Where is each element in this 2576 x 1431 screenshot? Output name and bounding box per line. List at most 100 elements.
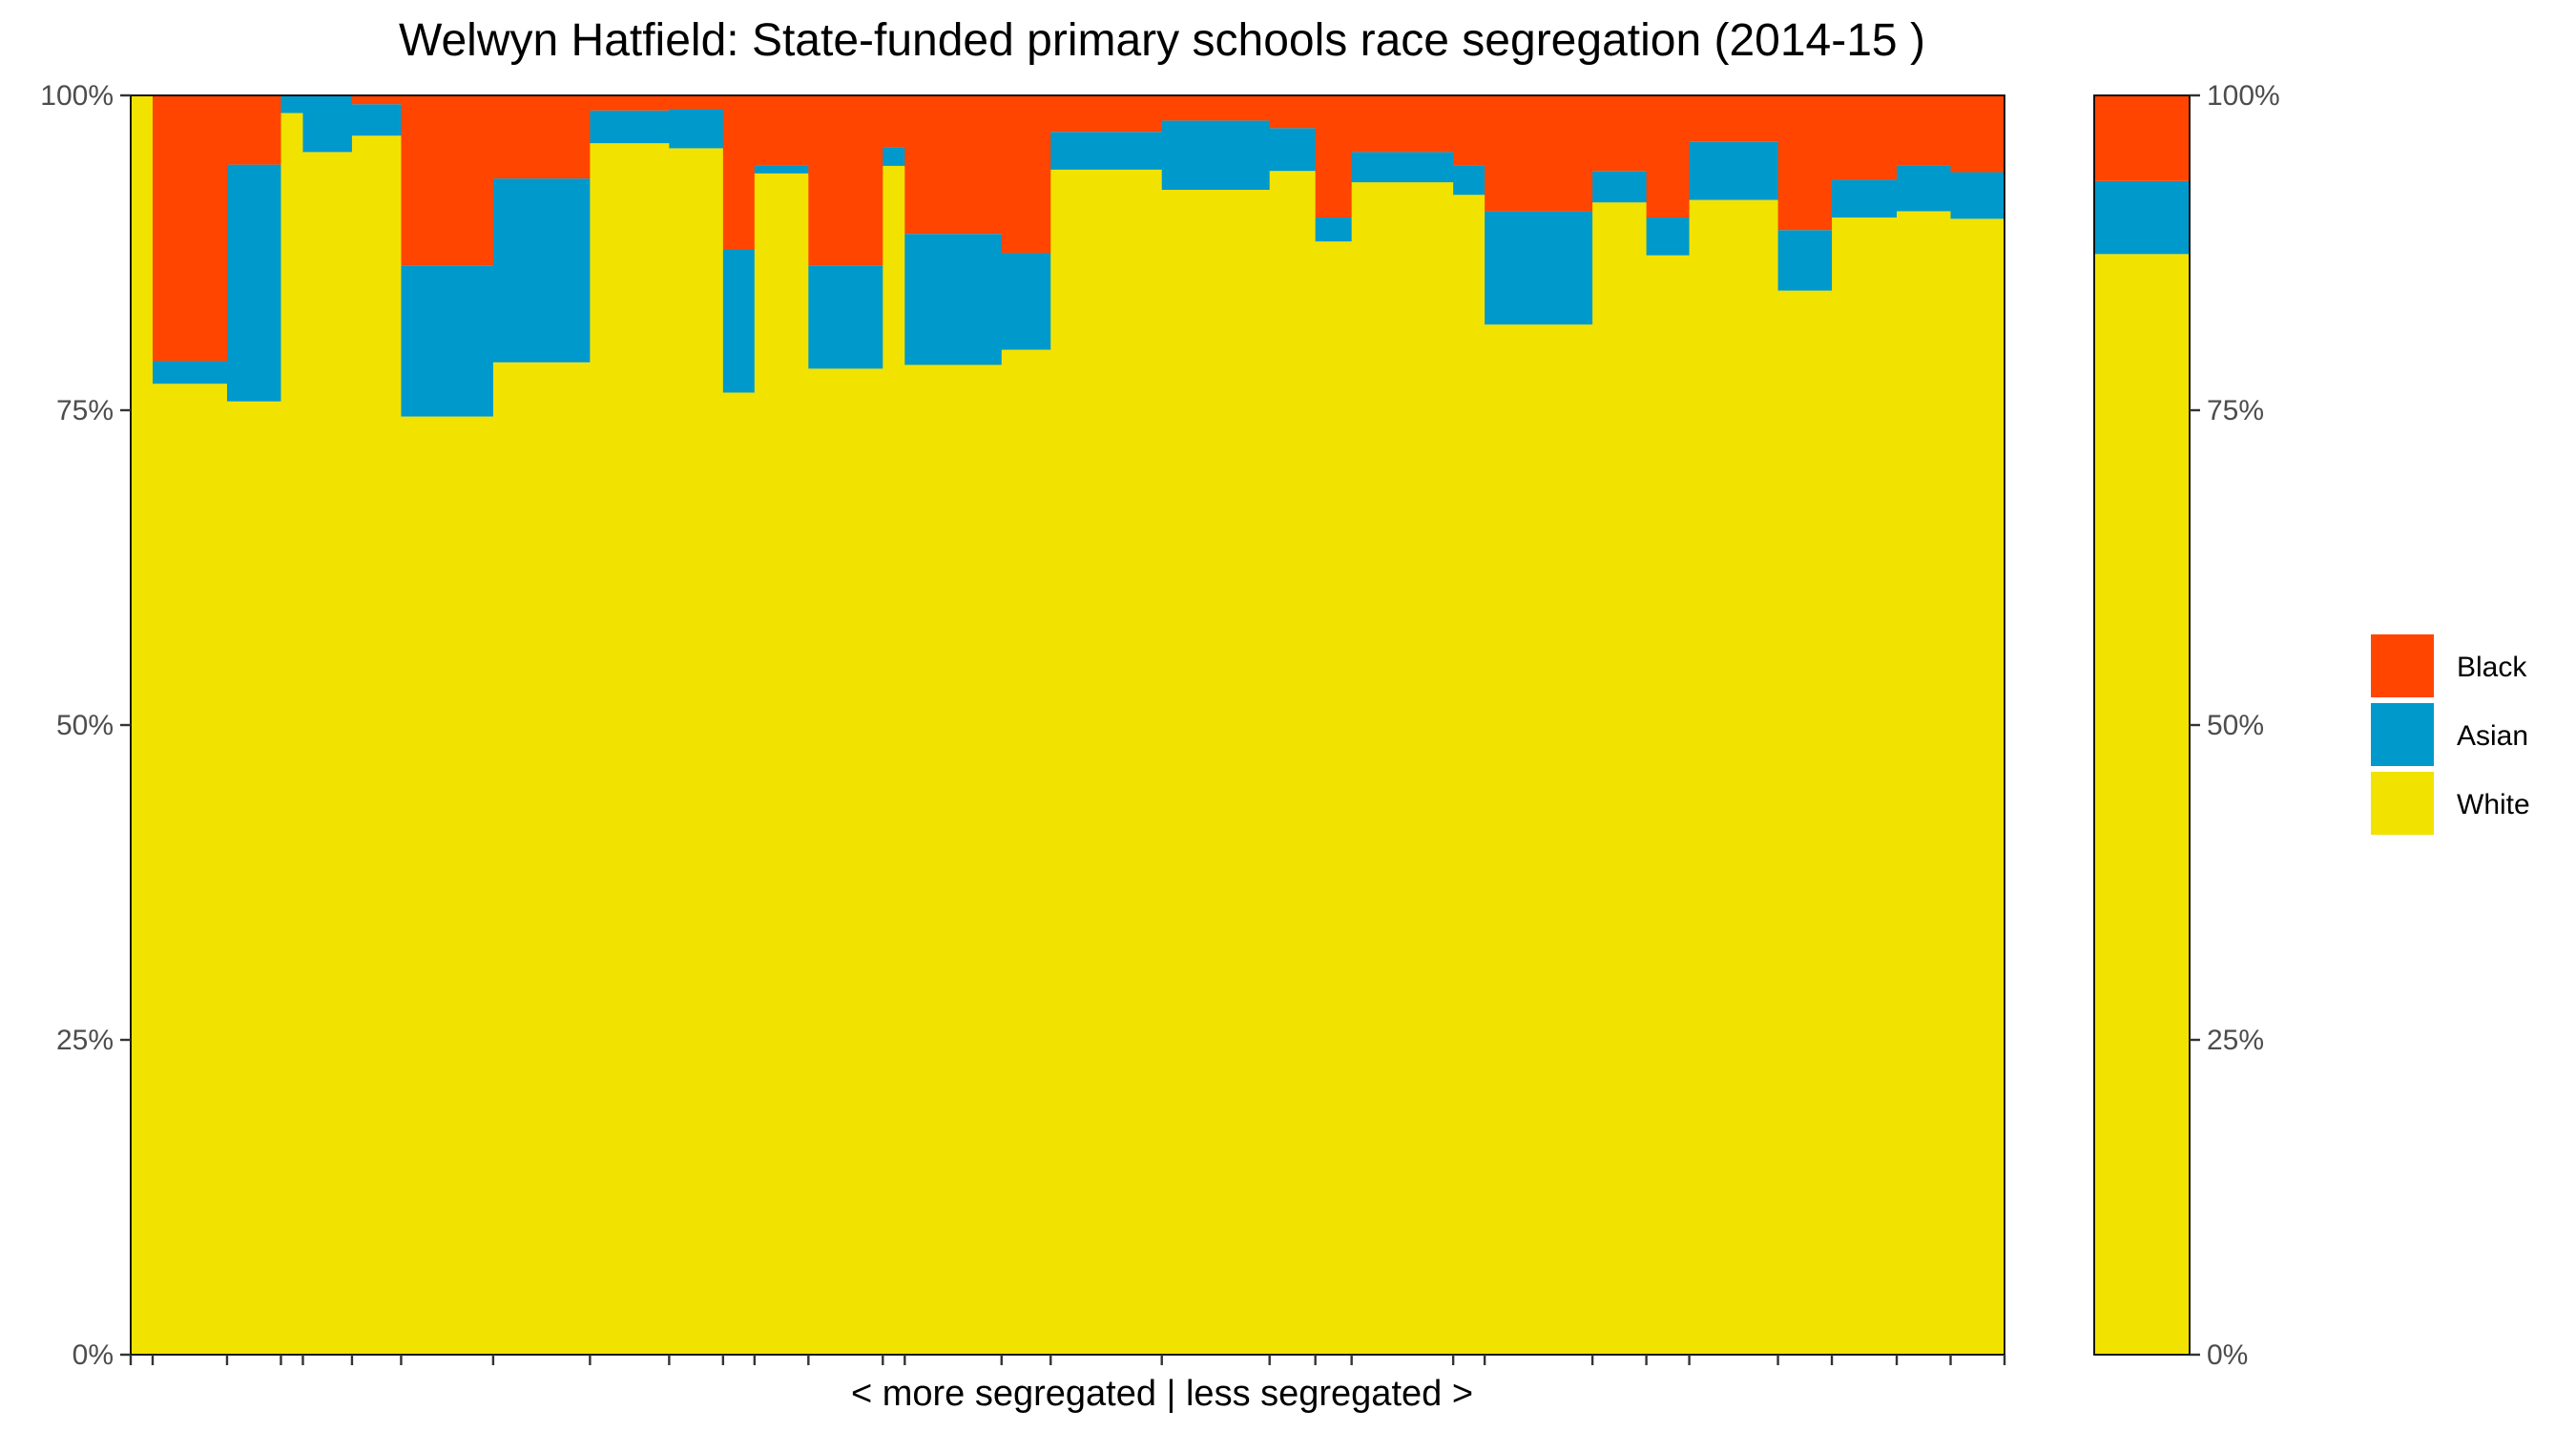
bar-segment-black-school-24 <box>1592 95 1647 172</box>
legend-label-black: Black <box>2457 652 2527 683</box>
bar-segment-asian-school-24 <box>1592 171 1647 203</box>
bar-segment-white-school-20 <box>1315 241 1353 1355</box>
bar-segment-white-school-3 <box>226 401 281 1355</box>
bar-segment-asian-school-25 <box>1646 218 1690 256</box>
bar-segment-asian-school-20 <box>1315 218 1353 242</box>
bar-segment-asian-school-17 <box>1050 132 1163 170</box>
bar-segment-white-school-25 <box>1646 255 1690 1355</box>
bar-segment-white-school-6 <box>351 135 402 1356</box>
bar-segment-black-school-18 <box>1161 95 1271 121</box>
bar-segment-asian-school-5 <box>302 95 353 153</box>
bar-segment-black-school-21 <box>1351 95 1454 153</box>
y-tick-label-left-0: 0% <box>73 1339 114 1371</box>
bar-segment-asian-school-4 <box>280 95 303 114</box>
bar-segment-white-school-9 <box>590 143 670 1355</box>
bar-segment-black-school-22 <box>1453 95 1485 166</box>
bar-segment-asian-school-14 <box>883 147 905 166</box>
bar-segment-white-school-11 <box>722 392 756 1355</box>
bar-segment-white-school-5 <box>302 152 353 1355</box>
bar-segment-white-school-23 <box>1485 324 1593 1355</box>
bar-segment-black-school-27 <box>1777 95 1833 231</box>
y-tick-label-right-50: 50% <box>2207 710 2264 741</box>
overall-segment-black <box>2094 95 2190 181</box>
bar-segment-asian-school-23 <box>1485 211 1593 325</box>
bar-segment-black-school-15 <box>904 95 1003 235</box>
bar-segment-black-school-13 <box>808 95 883 266</box>
bar-segment-black-school-6 <box>351 95 402 105</box>
bar-segment-black-school-8 <box>492 95 591 179</box>
bar-segment-asian-school-3 <box>226 164 281 402</box>
bar-segment-white-school-14 <box>883 165 905 1355</box>
overall-bar <box>2094 95 2190 1355</box>
bar-segment-asian-school-2 <box>152 361 228 384</box>
bar-segment-white-school-17 <box>1050 169 1163 1355</box>
bar-segment-black-school-9 <box>590 95 670 111</box>
school-bars <box>131 95 2005 1356</box>
y-tick-label-left-75: 75% <box>56 395 114 426</box>
bar-segment-white-school-2 <box>152 384 228 1355</box>
y-tick-label-left-50: 50% <box>56 710 114 741</box>
bar-segment-asian-school-29 <box>1897 165 1951 212</box>
bar-segment-white-school-1 <box>131 95 154 1355</box>
bar-segment-white-school-19 <box>1269 171 1317 1356</box>
bar-segment-black-school-14 <box>883 95 905 148</box>
bar-segment-black-school-17 <box>1050 95 1163 133</box>
bar-segment-white-school-24 <box>1592 202 1647 1356</box>
bar-segment-white-school-26 <box>1689 199 1778 1355</box>
bar-segment-asian-school-26 <box>1689 141 1778 200</box>
overall-segment-asian <box>2094 180 2190 255</box>
y-tick-label-right-75: 75% <box>2207 395 2264 426</box>
bar-segment-black-school-7 <box>401 95 494 266</box>
bar-segment-white-school-27 <box>1777 290 1833 1356</box>
bar-segment-white-school-30 <box>1950 218 2005 1356</box>
bar-segment-asian-school-12 <box>754 165 809 174</box>
bar-segment-white-school-21 <box>1351 182 1454 1356</box>
legend-key-white <box>2371 772 2434 835</box>
bar-segment-white-school-15 <box>904 364 1003 1356</box>
bar-segment-white-school-22 <box>1453 195 1485 1355</box>
x-axis-title: < more segregated | less segregated > <box>851 1374 1473 1414</box>
bar-segment-asian-school-27 <box>1777 230 1833 291</box>
bar-segment-white-school-12 <box>754 173 809 1356</box>
overall-segment-white <box>2094 254 2190 1355</box>
bar-segment-asian-school-22 <box>1453 165 1485 196</box>
bar-segment-asian-school-21 <box>1351 152 1454 183</box>
bar-segment-black-school-19 <box>1269 95 1317 129</box>
y-tick-label-left-25: 25% <box>56 1025 114 1056</box>
y-axis-left: 0% 25% 50% 75% 100% <box>40 80 131 1371</box>
legend-key-black <box>2371 634 2434 697</box>
y-tick-label-left-100: 100% <box>40 80 114 112</box>
bar-segment-black-school-12 <box>754 95 809 166</box>
legend: Black Asian White <box>2371 634 2530 835</box>
bar-segment-black-school-28 <box>1832 95 1898 180</box>
bar-segment-white-school-7 <box>401 416 494 1356</box>
bar-segment-asian-school-9 <box>590 110 670 144</box>
chart-title: Welwyn Hatfield: State-funded primary sc… <box>399 15 1925 66</box>
legend-label-asian: Asian <box>2457 720 2528 752</box>
bar-segment-white-school-28 <box>1832 218 1898 1355</box>
bar-segment-asian-school-28 <box>1832 179 1898 218</box>
legend-label-white: White <box>2457 789 2530 820</box>
bar-segment-asian-school-16 <box>1001 253 1051 350</box>
bar-segment-white-school-8 <box>492 362 591 1356</box>
bar-segment-asian-school-6 <box>351 104 402 136</box>
bar-segment-asian-school-18 <box>1161 120 1271 190</box>
bar-segment-white-school-18 <box>1161 190 1271 1355</box>
bar-segment-asian-school-30 <box>1950 172 2005 219</box>
bar-segment-black-school-29 <box>1897 95 1951 166</box>
bar-segment-asian-school-11 <box>722 249 756 393</box>
y-tick-label-right-25: 25% <box>2207 1025 2264 1056</box>
bar-segment-white-school-10 <box>669 148 724 1356</box>
bar-segment-black-school-2 <box>152 95 228 362</box>
bar-segment-asian-school-8 <box>492 178 591 363</box>
bar-segment-black-school-16 <box>1001 95 1051 253</box>
bar-segment-asian-school-19 <box>1269 128 1317 172</box>
bar-segment-white-school-13 <box>808 368 883 1356</box>
bar-segment-black-school-11 <box>722 95 756 250</box>
y-tick-label-right-100: 100% <box>2207 80 2280 112</box>
bar-segment-black-school-20 <box>1315 95 1353 218</box>
bar-segment-black-school-10 <box>669 95 724 110</box>
bar-segment-white-school-16 <box>1001 349 1051 1355</box>
bar-segment-asian-school-15 <box>904 234 1003 365</box>
